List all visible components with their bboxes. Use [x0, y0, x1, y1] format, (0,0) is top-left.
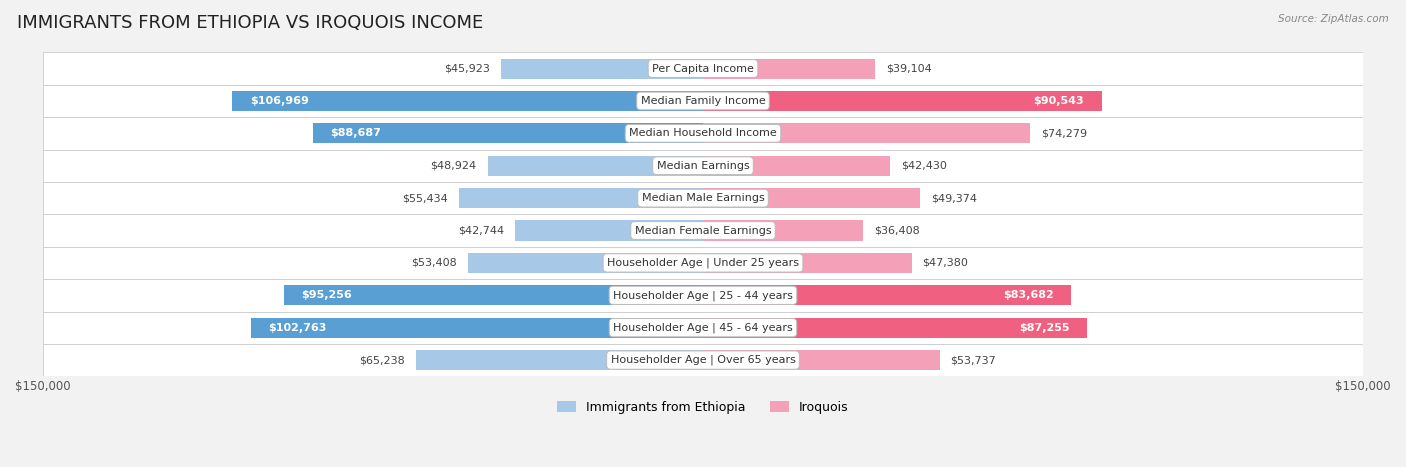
- Text: $53,737: $53,737: [950, 355, 997, 365]
- Bar: [42, 344, 1364, 376]
- Text: Median Earnings: Median Earnings: [657, 161, 749, 171]
- Text: $95,256: $95,256: [301, 290, 352, 300]
- Text: Householder Age | 45 - 64 years: Householder Age | 45 - 64 years: [613, 322, 793, 333]
- Text: $55,434: $55,434: [402, 193, 449, 203]
- Text: $48,924: $48,924: [430, 161, 477, 171]
- Text: Source: ZipAtlas.com: Source: ZipAtlas.com: [1278, 14, 1389, 24]
- Text: $47,380: $47,380: [922, 258, 969, 268]
- Bar: [703, 58, 875, 78]
- Bar: [501, 58, 703, 78]
- Text: $102,763: $102,763: [269, 323, 326, 333]
- Text: $42,430: $42,430: [901, 161, 946, 171]
- Text: $90,543: $90,543: [1033, 96, 1084, 106]
- Bar: [703, 285, 1071, 305]
- Bar: [703, 188, 921, 208]
- Bar: [703, 123, 1031, 143]
- Bar: [42, 311, 1364, 344]
- Bar: [42, 85, 1364, 117]
- Text: $45,923: $45,923: [444, 64, 489, 74]
- Bar: [42, 247, 1364, 279]
- Bar: [42, 182, 1364, 214]
- Text: $39,104: $39,104: [886, 64, 932, 74]
- Bar: [42, 117, 1364, 149]
- Bar: [515, 220, 703, 241]
- Bar: [703, 318, 1087, 338]
- Text: Median Male Earnings: Median Male Earnings: [641, 193, 765, 203]
- Bar: [458, 188, 703, 208]
- Bar: [703, 156, 890, 176]
- Bar: [232, 91, 703, 111]
- Text: $106,969: $106,969: [250, 96, 309, 106]
- Bar: [703, 253, 911, 273]
- Legend: Immigrants from Ethiopia, Iroquois: Immigrants from Ethiopia, Iroquois: [553, 396, 853, 418]
- Text: Per Capita Income: Per Capita Income: [652, 64, 754, 74]
- Bar: [42, 279, 1364, 311]
- Bar: [703, 91, 1101, 111]
- Text: Median Household Income: Median Household Income: [628, 128, 778, 138]
- Bar: [250, 318, 703, 338]
- Text: $83,682: $83,682: [1002, 290, 1053, 300]
- Bar: [42, 214, 1364, 247]
- Bar: [468, 253, 703, 273]
- Text: Median Family Income: Median Family Income: [641, 96, 765, 106]
- Text: $74,279: $74,279: [1040, 128, 1087, 138]
- Text: $53,408: $53,408: [411, 258, 457, 268]
- Bar: [284, 285, 703, 305]
- Text: $87,255: $87,255: [1019, 323, 1070, 333]
- Bar: [42, 52, 1364, 85]
- Bar: [703, 350, 939, 370]
- Bar: [312, 123, 703, 143]
- Text: $88,687: $88,687: [330, 128, 381, 138]
- Text: $49,374: $49,374: [931, 193, 977, 203]
- Bar: [703, 220, 863, 241]
- Text: $36,408: $36,408: [875, 226, 920, 235]
- Text: Householder Age | 25 - 44 years: Householder Age | 25 - 44 years: [613, 290, 793, 301]
- Bar: [488, 156, 703, 176]
- Text: Householder Age | Over 65 years: Householder Age | Over 65 years: [610, 355, 796, 365]
- Bar: [42, 149, 1364, 182]
- Bar: [416, 350, 703, 370]
- Text: Householder Age | Under 25 years: Householder Age | Under 25 years: [607, 258, 799, 268]
- Text: Median Female Earnings: Median Female Earnings: [634, 226, 772, 235]
- Text: $42,744: $42,744: [458, 226, 503, 235]
- Text: IMMIGRANTS FROM ETHIOPIA VS IROQUOIS INCOME: IMMIGRANTS FROM ETHIOPIA VS IROQUOIS INC…: [17, 14, 484, 32]
- Text: $65,238: $65,238: [359, 355, 405, 365]
